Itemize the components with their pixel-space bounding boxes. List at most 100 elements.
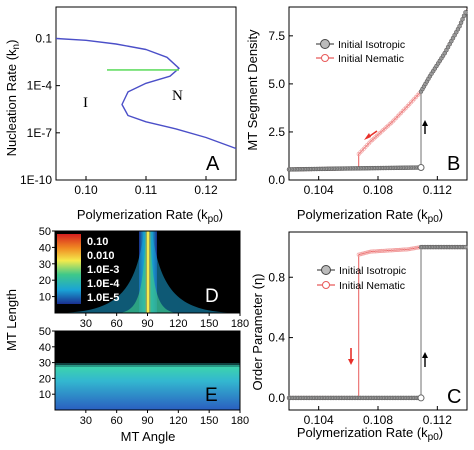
y-tick-label: 50 (39, 226, 51, 238)
series-initial-nematic (288, 8, 468, 170)
x-tick-label: 0.11 (135, 183, 158, 197)
x-tick-label: 0.12 (194, 183, 218, 197)
panel-a-ylabel: Nucleation Rate (kn) (4, 40, 22, 157)
x-tick-label: 0.10 (74, 183, 98, 197)
legend-label-nematic: Initial Nematic (339, 280, 405, 292)
x-tick-label: 150 (200, 318, 218, 330)
y-tick-label: 30 (39, 358, 51, 370)
x-tick-label: 180 (231, 415, 249, 427)
panel-d-peak (55, 231, 240, 313)
x-tick-label: 120 (169, 415, 187, 427)
panel-b-arrow-black (422, 120, 428, 134)
panel-de-ylabel: MT Length (4, 289, 19, 351)
y-tick-label: 50 (39, 326, 51, 338)
legend-marker-nematic (322, 281, 330, 289)
legend-label-isotropic: Initial Isotropic (339, 265, 406, 277)
panel-d: 0.10 0.010 1.0E-3 1.0E-4 1.0E-5 30 60 90 12… (39, 226, 249, 330)
y-tick-label: 2.5 (268, 125, 285, 139)
panel-a-region-n: N (172, 88, 183, 104)
x-tick-label: 180 (231, 318, 249, 330)
x-tick-label: 90 (141, 318, 153, 330)
isotropic-end-marker (417, 394, 425, 402)
panel-c-xlabel: Polymerization Rate (kp0) (297, 425, 443, 443)
legend-label-nematic: Initial Nematic (338, 53, 404, 65)
panel-a-region-i: I (83, 95, 88, 111)
panel-c-plot: 0.104 0.108 0.112 0.0 0.4 0.8 (268, 231, 468, 427)
isotropic-marker (463, 10, 468, 15)
x-tick-label: 120 (169, 318, 187, 330)
x-tick-label: 0.104 (304, 183, 334, 197)
colorbar-label-2: 1.0E-3 (87, 264, 119, 276)
y-tick-label: 5.0 (268, 77, 285, 91)
y-tick-label: 40 (39, 342, 51, 354)
panel-e-axes: 30 60 90 120 150 180 10 20 30 40 50 (39, 326, 249, 427)
nucleation-curve (55, 37, 237, 150)
y-tick-label: 20 (39, 275, 51, 287)
panel-b-xlabel: Polymerization Rate (kp0) (297, 207, 443, 225)
y-tick-label: 1E-7 (27, 126, 53, 140)
legend-marker-isotropic (321, 265, 331, 275)
y-tick-label: 0.4 (268, 331, 285, 345)
x-tick-label: 60 (111, 318, 123, 330)
y-tick-label: 0.1 (35, 31, 52, 45)
y-tick-label: 7.5 (268, 29, 285, 43)
y-tick-label: 10 (39, 389, 51, 401)
panel-c-arrow-black (422, 352, 428, 367)
colorbar-label-3: 1.0E-4 (87, 278, 120, 290)
panel-a-letter: A (206, 153, 220, 175)
y-tick-label: 1E-4 (27, 79, 53, 93)
panel-d-letter: D (205, 286, 219, 307)
x-tick-label: 0.112 (423, 413, 452, 427)
panel-b: 0.104 0.108 0.112 0.0 2.5 5.0 7.5 B Initial Is… (245, 6, 468, 225)
y-tick-label: 0.0 (268, 391, 285, 405)
panel-c-legend: Initial Isotropic Initial Nematic (317, 265, 406, 292)
panel-c-ylabel: Order Parameter (η) (250, 273, 265, 390)
panel-a: 0.10 0.11 0.12 0.1 1E-4 1E-7 1E-10 A I N Polym… (4, 6, 237, 225)
x-tick-label: 60 (111, 415, 123, 427)
panel-d-axes: 30 60 90 120 150 180 10 20 30 40 50 (39, 226, 249, 330)
panel-e-letter: E (205, 385, 218, 406)
colorbar-label-0: 0.10 (87, 236, 108, 248)
panel-e-heatmap-edge (55, 363, 240, 367)
x-tick-label: 90 (141, 415, 153, 427)
x-tick-label: 30 (80, 318, 92, 330)
y-tick-label: 30 (39, 259, 51, 271)
x-tick-label: 0.108 (363, 413, 393, 427)
y-tick-label: 1E-10 (20, 173, 52, 187)
x-tick-label: 0.104 (304, 413, 334, 427)
panel-e-xlabel: MT Angle (121, 429, 176, 444)
panel-c-arrow-red (348, 348, 354, 365)
panel-b-letter: B (447, 153, 460, 175)
panel-c-letter: C (447, 386, 461, 408)
y-tick-label: 10 (39, 292, 51, 304)
panel-b-plot: 0.104 0.108 0.112 0.0 2.5 5.0 7.5 (268, 6, 468, 197)
panel-e-heatmap-top (55, 331, 240, 365)
y-tick-label: 20 (39, 373, 51, 385)
panel-e: 30 60 90 120 150 180 10 20 30 40 50 E MT Angle (39, 326, 249, 444)
colorbar-label-1: 0.010 (87, 250, 115, 262)
y-tick-label: 0.8 (268, 270, 285, 284)
x-tick-label: 0.108 (363, 183, 393, 197)
plot-frame (288, 6, 468, 181)
series-initial-isotropic (288, 8, 468, 170)
isotropic-marker (463, 244, 468, 250)
plot-frame (288, 231, 468, 411)
isotropic-end-marker (417, 164, 425, 172)
legend-marker-nematic (321, 54, 329, 62)
panel-d-colorbar: 0.10 0.010 1.0E-3 1.0E-4 1.0E-5 (57, 234, 120, 304)
colorbar-label-4: 1.0E-5 (87, 292, 119, 304)
y-tick-label: 0.0 (268, 173, 285, 187)
panel-a-plot: 0.10 0.11 0.12 0.1 1E-4 1E-7 1E-10 (20, 6, 237, 197)
panel-b-legend: Initial Isotropic Initial Nematic (316, 39, 405, 65)
panel-e-heatmap-bottom (55, 365, 240, 410)
panel-b-arrow-red (364, 130, 378, 140)
legend-marker-isotropic (320, 39, 330, 49)
x-tick-label: 30 (80, 415, 92, 427)
panel-c: 0.104 0.108 0.112 0.0 0.4 0.8 C Initial Isotr… (250, 231, 468, 443)
y-tick-label: 40 (39, 242, 51, 254)
colorbar-gradient (57, 234, 81, 304)
x-tick-label: 150 (200, 415, 218, 427)
panel-a-xlabel: Polymerization Rate (kp0) (77, 207, 223, 225)
panel-b-ylabel: MT Segment Density (245, 29, 260, 151)
